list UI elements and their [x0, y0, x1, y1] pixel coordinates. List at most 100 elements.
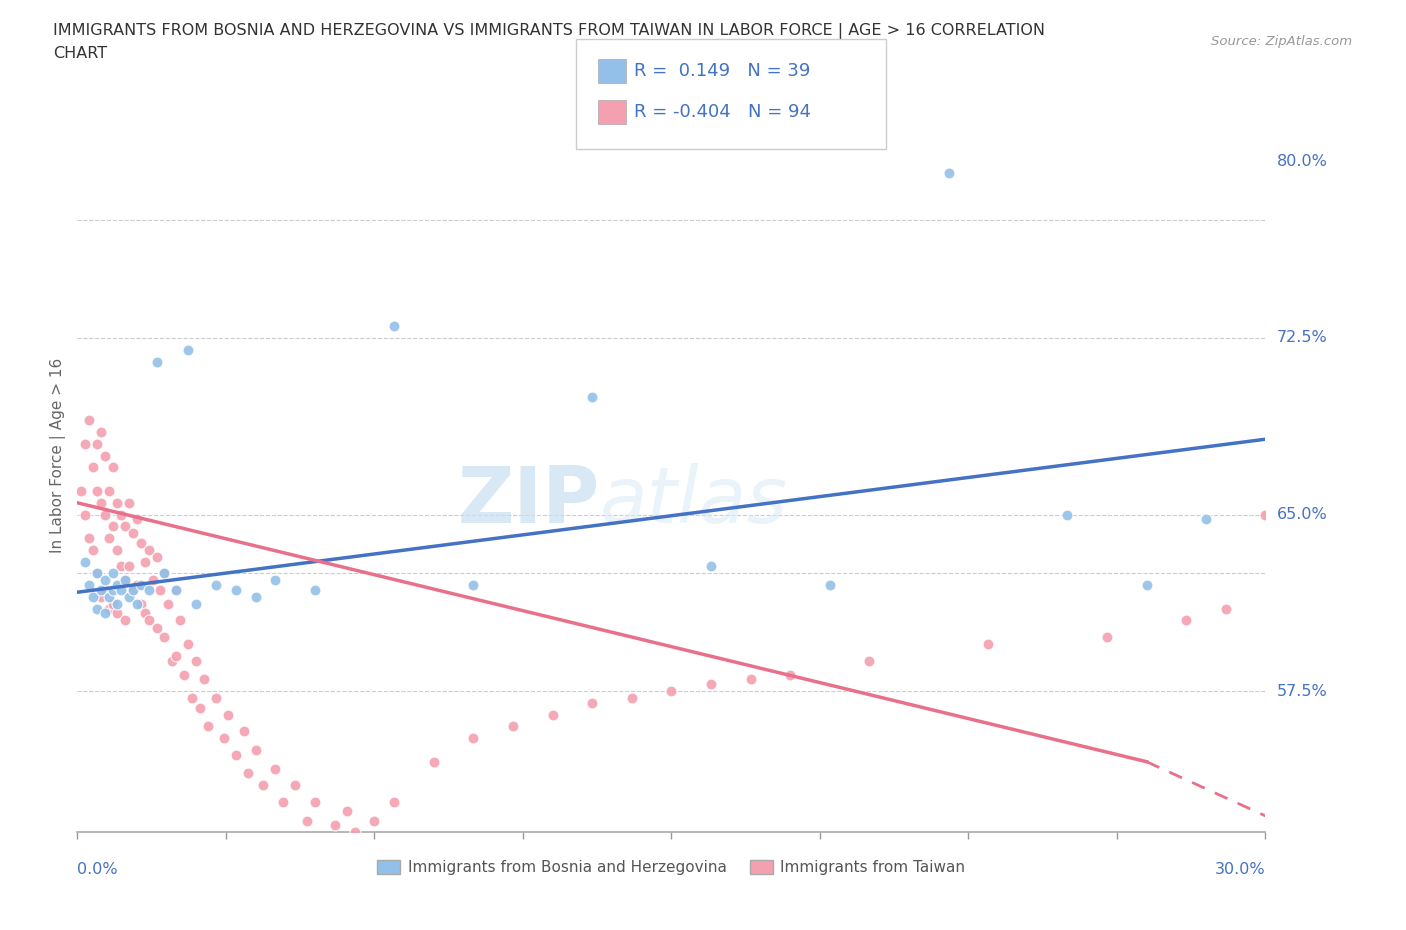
- Point: [700, 559, 723, 574]
- Point: [134, 554, 156, 569]
- Point: [661, 684, 683, 698]
- Point: [138, 542, 160, 557]
- Point: [581, 696, 603, 711]
- Point: [181, 691, 204, 706]
- Point: [134, 606, 156, 621]
- Point: [94, 507, 117, 522]
- Point: [90, 425, 112, 440]
- Point: [252, 777, 274, 792]
- Point: [118, 496, 141, 511]
- Point: [1215, 602, 1237, 617]
- Point: [145, 550, 167, 565]
- Point: [82, 460, 104, 475]
- Point: [177, 342, 200, 357]
- Point: [284, 777, 307, 792]
- Point: [101, 566, 124, 581]
- Point: [382, 319, 405, 334]
- Point: [323, 817, 346, 832]
- Text: CHART: CHART: [53, 46, 107, 61]
- Point: [110, 507, 132, 522]
- Point: [264, 762, 287, 777]
- Point: [101, 582, 124, 597]
- Point: [77, 531, 100, 546]
- Point: [90, 590, 112, 604]
- Point: [114, 573, 136, 588]
- Point: [938, 166, 960, 180]
- Point: [264, 573, 287, 588]
- Point: [541, 707, 564, 722]
- Text: R =  0.149   N = 39: R = 0.149 N = 39: [634, 61, 810, 80]
- Point: [205, 691, 228, 706]
- Legend: Immigrants from Bosnia and Herzegovina, Immigrants from Taiwan: Immigrants from Bosnia and Herzegovina, …: [371, 854, 972, 882]
- Point: [98, 590, 121, 604]
- Point: [295, 813, 318, 828]
- Point: [165, 582, 187, 597]
- Point: [162, 653, 184, 668]
- Point: [75, 507, 97, 522]
- Point: [129, 596, 152, 611]
- Point: [82, 542, 104, 557]
- Point: [94, 573, 117, 588]
- Text: Source: ZipAtlas.com: Source: ZipAtlas.com: [1212, 35, 1353, 48]
- Point: [177, 636, 200, 651]
- Text: IMMIGRANTS FROM BOSNIA AND HERZEGOVINA VS IMMIGRANTS FROM TAIWAN IN LABOR FORCE : IMMIGRANTS FROM BOSNIA AND HERZEGOVINA V…: [53, 23, 1046, 39]
- Point: [740, 671, 762, 686]
- Point: [77, 578, 100, 592]
- Point: [304, 582, 326, 597]
- Text: 0.0%: 0.0%: [77, 862, 118, 878]
- Point: [463, 731, 485, 746]
- Point: [86, 436, 108, 451]
- Point: [205, 578, 228, 592]
- Point: [105, 578, 128, 592]
- Point: [1136, 578, 1159, 592]
- Point: [217, 707, 239, 722]
- Point: [245, 742, 267, 757]
- Point: [129, 536, 152, 551]
- Point: [186, 596, 208, 611]
- Point: [581, 390, 603, 405]
- Point: [157, 596, 180, 611]
- Point: [165, 582, 187, 597]
- Point: [125, 578, 148, 592]
- Point: [110, 559, 132, 574]
- Point: [700, 677, 723, 692]
- Point: [212, 731, 235, 746]
- Point: [98, 531, 121, 546]
- Text: 65.0%: 65.0%: [1277, 507, 1327, 522]
- Point: [129, 578, 152, 592]
- Point: [118, 590, 141, 604]
- Point: [90, 582, 112, 597]
- Point: [245, 590, 267, 604]
- Point: [382, 794, 405, 809]
- Point: [118, 559, 141, 574]
- Point: [94, 582, 117, 597]
- Point: [145, 354, 167, 369]
- Point: [98, 484, 121, 498]
- Point: [121, 582, 143, 597]
- Point: [620, 691, 643, 706]
- Text: 30.0%: 30.0%: [1215, 862, 1265, 878]
- Point: [105, 542, 128, 557]
- Point: [110, 582, 132, 597]
- Point: [225, 582, 247, 597]
- Point: [463, 578, 485, 592]
- Point: [121, 582, 143, 597]
- Point: [86, 566, 108, 581]
- Point: [343, 825, 366, 840]
- Point: [1095, 630, 1118, 644]
- Point: [105, 606, 128, 621]
- Point: [138, 613, 160, 628]
- Point: [779, 667, 801, 682]
- Point: [977, 636, 1000, 651]
- Point: [75, 554, 97, 569]
- Point: [197, 719, 219, 734]
- Point: [86, 566, 108, 581]
- Point: [188, 700, 211, 715]
- Point: [1056, 507, 1078, 522]
- Point: [114, 573, 136, 588]
- Text: atlas: atlas: [600, 463, 787, 538]
- Point: [153, 566, 176, 581]
- Point: [105, 496, 128, 511]
- Point: [1195, 512, 1218, 526]
- Point: [94, 448, 117, 463]
